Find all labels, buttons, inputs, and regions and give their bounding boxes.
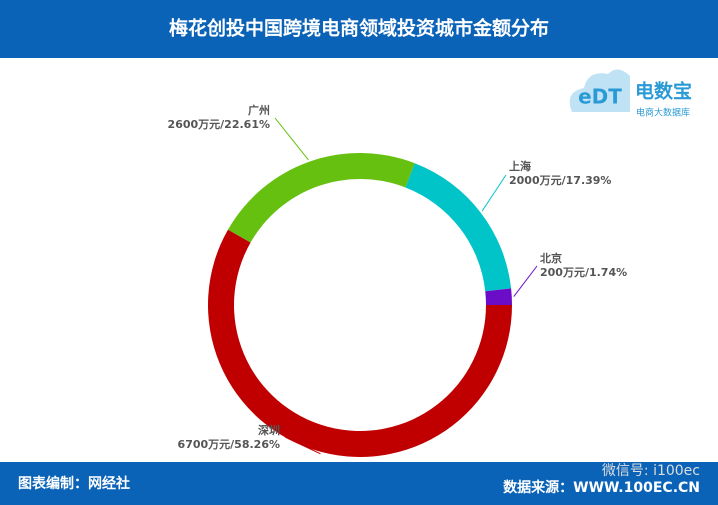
logo-cloud [569, 69, 630, 112]
donut-slice [207, 229, 512, 457]
donut-slice [485, 288, 512, 305]
slice-name: 上海 [509, 159, 531, 173]
footer-band [0, 462, 718, 505]
footer-left: 图表编制：网经社 [18, 475, 130, 492]
slice-name: 北京 [540, 251, 562, 265]
slice-name: 深圳 [258, 423, 280, 437]
logo: eDT 电数宝 电商大数据库 [569, 69, 692, 119]
logo-subtitle: 电商大数据库 [636, 107, 690, 119]
value-label: 2600万元/22.61% [168, 118, 270, 131]
value-label: 200万元/1.74% [540, 266, 627, 279]
logo-mark: eDT [578, 85, 622, 109]
footer-right: 数据来源：WWW.100EC.CN [503, 479, 700, 496]
value-label: 6700万元/58.26% [178, 438, 280, 451]
slice-name: 广州 [248, 103, 270, 117]
chart-title: 梅花创投中国跨境电商领域投资城市金额分布 [169, 17, 549, 40]
watermark: 微信号: i100ec [602, 463, 700, 479]
leader-line [481, 174, 507, 212]
donut-slice [228, 153, 415, 243]
leader-line [284, 436, 321, 455]
leader-line [513, 265, 538, 297]
leader-line [274, 117, 309, 161]
header-band [0, 0, 718, 58]
donut-slice [405, 163, 512, 292]
value-label: 2000万元/17.39% [509, 174, 611, 187]
logo-name: 电数宝 [635, 80, 692, 103]
